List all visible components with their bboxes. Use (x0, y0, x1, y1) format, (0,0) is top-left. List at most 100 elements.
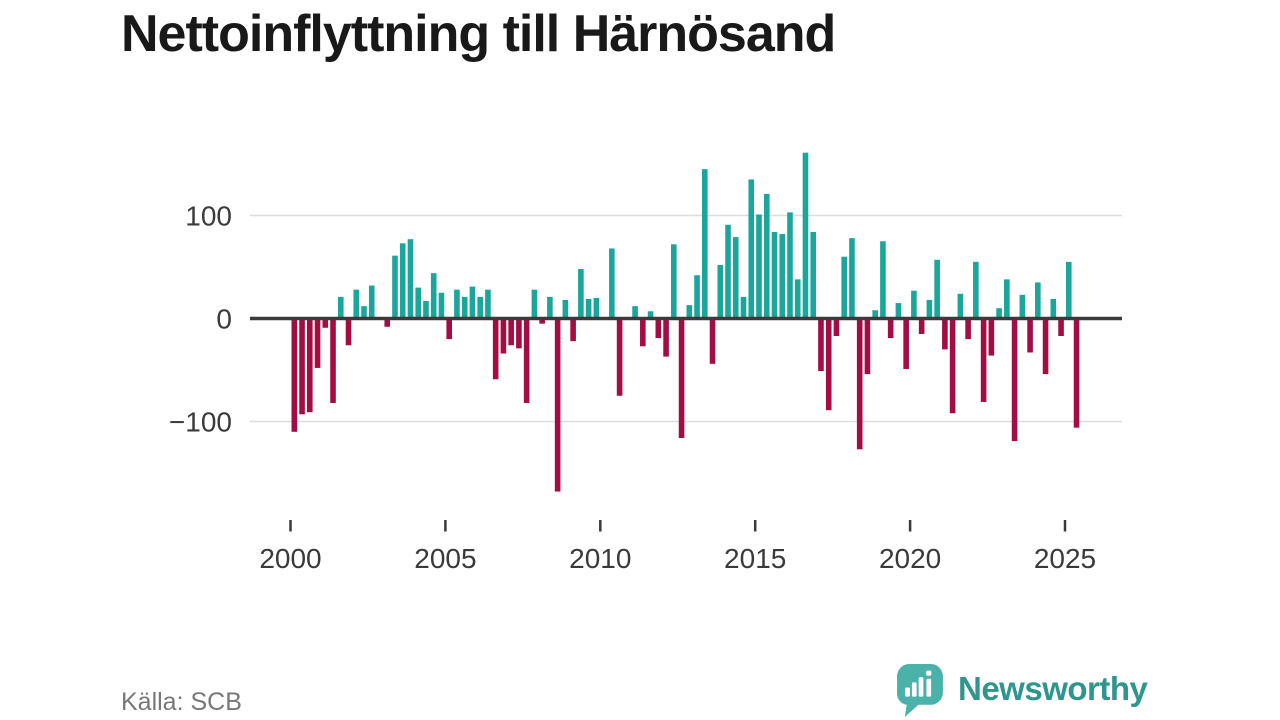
bar-2007-Q3 (523, 318, 530, 403)
bar-2014-Q4 (748, 179, 755, 319)
bar-2025-Q1 (1066, 261, 1072, 319)
bar-2005-Q4 (469, 286, 476, 319)
bar-2012-Q4 (686, 305, 693, 319)
bar-2002-Q2 (361, 306, 367, 319)
bar-2004-Q1 (415, 287, 422, 319)
newsworthy-logo-text: Newsworthy (958, 670, 1148, 707)
bar-2005-Q2 (454, 289, 460, 319)
bar-2023-Q3 (1019, 294, 1026, 319)
bar-2003-Q1 (384, 318, 391, 327)
bar-2004-Q2 (423, 300, 429, 319)
bar-2015-Q1 (756, 214, 762, 319)
bar-2004-Q4 (438, 292, 445, 319)
bar-2011-Q2 (640, 318, 646, 347)
x-tick-label-2015: 2015 (724, 543, 786, 574)
logo-bars-and-exclamation (905, 670, 932, 697)
bar-2019-Q1 (880, 241, 886, 319)
x-tick-label-2020: 2020 (879, 543, 941, 574)
bar-2005-Q3 (461, 296, 468, 319)
bar-2021-Q1 (942, 318, 948, 350)
bar-2002-Q3 (368, 285, 375, 319)
bar-2007-Q1 (508, 318, 514, 346)
bar-2009-Q3 (585, 298, 592, 319)
bar-2018-Q3 (864, 318, 871, 375)
bar-2006-Q4 (500, 318, 507, 354)
bar-2014-Q1 (725, 224, 731, 319)
bar-2015-Q4 (779, 234, 786, 319)
bar-2008-Q4 (562, 299, 569, 319)
bar-2012-Q3 (678, 318, 685, 438)
bar-2010-Q2 (609, 248, 615, 319)
bar-2022-Q3 (988, 318, 995, 356)
bar-2009-Q2 (578, 269, 584, 319)
bar-2021-Q3 (957, 293, 964, 319)
bar-2016-Q3 (802, 152, 809, 319)
bar-2023-Q1 (1004, 279, 1010, 319)
bar-2010-Q3 (616, 318, 623, 396)
bar-2017-Q4 (841, 256, 847, 319)
bar-2022-Q2 (980, 318, 987, 402)
bar-2008-Q1 (539, 318, 545, 324)
bar-2023-Q2 (1011, 318, 1018, 442)
bar-2018-Q4 (872, 310, 878, 319)
bar-2019-Q4 (903, 318, 909, 369)
bar-2013-Q1 (694, 275, 700, 319)
bar-2021-Q2 (949, 318, 956, 414)
bar-2001-Q3 (337, 296, 344, 319)
y-tick-label-100: 100 (185, 201, 232, 232)
bar-2022-Q4 (996, 308, 1002, 319)
bar-2018-Q2 (856, 318, 863, 450)
bar-2024-Q2 (1042, 318, 1049, 375)
bar-2015-Q3 (771, 231, 778, 319)
bar-2003-Q2 (392, 255, 398, 319)
bar-2020-Q2 (918, 318, 925, 334)
bar-2009-Q1 (570, 318, 576, 342)
source-note: Källa: SCB (121, 688, 242, 716)
bar-2020-Q1 (911, 290, 917, 319)
bar-2024-Q3 (1050, 298, 1057, 319)
bar-2013-Q3 (709, 318, 716, 364)
bar-2017-Q3 (833, 318, 840, 337)
bar-2006-Q3 (492, 318, 499, 380)
bar-2008-Q3 (554, 318, 561, 492)
bar-2012-Q2 (671, 244, 677, 319)
x-tick-label-2005: 2005 (414, 543, 476, 574)
bar-2016-Q4 (810, 231, 817, 319)
bar-2017-Q2 (825, 318, 832, 411)
newsworthy-logo-icon (897, 664, 943, 717)
bar-2006-Q1 (477, 296, 483, 319)
bar-2025-Q2 (1073, 318, 1080, 428)
bar-2020-Q3 (926, 299, 933, 319)
bar-2003-Q4 (407, 239, 414, 319)
bar-2013-Q4 (717, 264, 724, 319)
bar-2001-Q2 (330, 318, 336, 403)
x-tick-label-2010: 2010 (569, 543, 631, 574)
bar-2013-Q2 (701, 169, 708, 319)
bar-2000-Q4 (314, 318, 321, 368)
bar-2016-Q2 (794, 279, 801, 319)
bar-2021-Q4 (965, 318, 971, 340)
bar-2001-Q4 (345, 318, 352, 346)
bar-2009-Q4 (593, 297, 600, 319)
bar-2000-Q2 (299, 318, 305, 415)
bar-2024-Q1 (1035, 282, 1041, 319)
bar-2020-Q4 (934, 259, 940, 319)
bar-2007-Q4 (531, 289, 538, 319)
bar-2012-Q1 (663, 318, 669, 357)
bar-2014-Q2 (732, 237, 739, 319)
bar-2019-Q3 (895, 303, 902, 319)
bar-2011-Q3 (647, 311, 654, 319)
x-tick-label-2025: 2025 (1034, 543, 1096, 574)
bar-2004-Q3 (430, 273, 437, 319)
bar-2001-Q1 (322, 318, 329, 328)
bar-2022-Q1 (973, 261, 979, 319)
bar-2018-Q1 (849, 238, 855, 319)
bar-2014-Q3 (740, 296, 747, 319)
y-tick-label--100: −100 (169, 407, 232, 438)
bar-2011-Q4 (655, 318, 662, 339)
bar-2024-Q4 (1058, 318, 1064, 337)
bar-2006-Q2 (485, 289, 491, 319)
bar-2002-Q1 (353, 289, 360, 319)
